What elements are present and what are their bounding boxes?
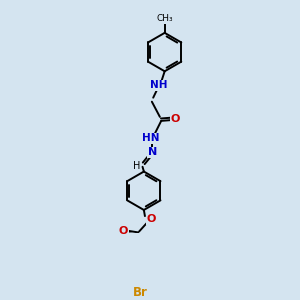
Text: N: N — [148, 147, 157, 157]
Text: O: O — [170, 114, 180, 124]
Text: O: O — [146, 214, 156, 224]
Text: HN: HN — [142, 133, 159, 143]
Text: H: H — [133, 161, 140, 171]
Text: O: O — [118, 226, 128, 236]
Text: Br: Br — [133, 286, 148, 299]
Text: CH₃: CH₃ — [156, 14, 173, 23]
Text: NH: NH — [150, 80, 167, 90]
